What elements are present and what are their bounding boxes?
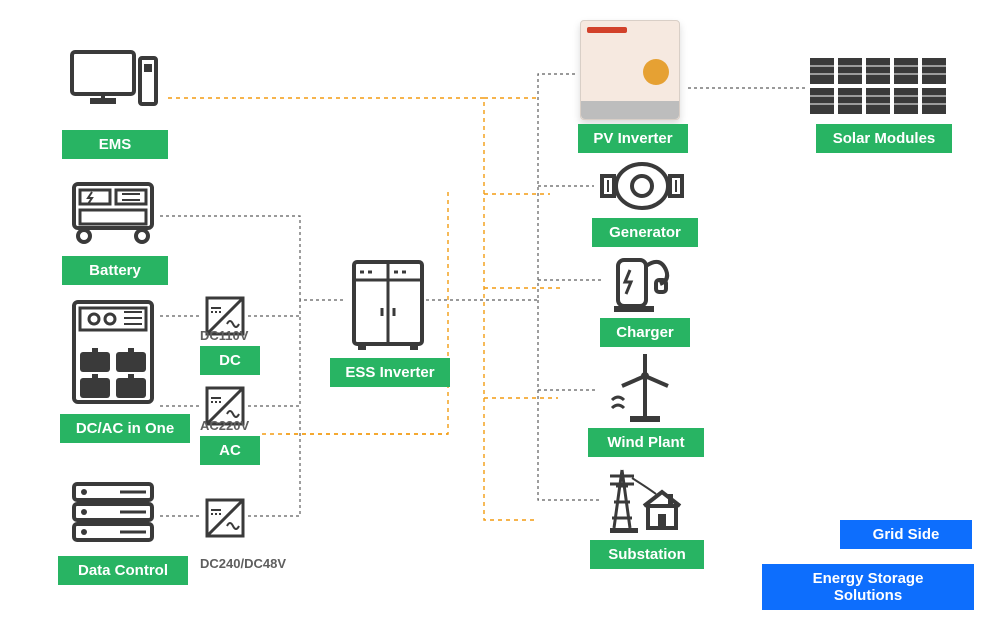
ac-above-text: AC220V	[200, 418, 249, 433]
cabinet-icon	[350, 258, 426, 352]
pv-inverter-label: PV Inverter	[578, 124, 688, 153]
substation-node	[608, 462, 686, 543]
converter-icon	[205, 498, 245, 538]
battery-label: Battery	[62, 256, 168, 285]
generator-node	[600, 158, 684, 219]
dc240-text: DC240/DC48V	[200, 556, 286, 571]
solar-modules-node	[810, 58, 960, 125]
grid-side-label: Grid Side	[840, 520, 972, 549]
charger-icon	[612, 252, 672, 314]
wind-icon	[608, 350, 682, 426]
dcac-one-node	[70, 298, 156, 406]
dcac-one-label: DC/AC in One	[60, 414, 190, 443]
pv-inverter-photo-icon	[580, 20, 680, 120]
solar-modules-label: Solar Modules	[816, 124, 952, 153]
dcac-box-icon	[70, 298, 156, 406]
pv-inverter-node	[580, 20, 680, 120]
data-control-label: Data Control	[58, 556, 188, 585]
energy-storage-solutions-label: Energy Storage Solutions	[762, 564, 974, 610]
wind-plant-label: Wind Plant	[588, 428, 704, 457]
dc-above-text: DC110V	[200, 328, 248, 343]
substation-label: Substation	[590, 540, 704, 569]
computer-icon	[70, 50, 160, 120]
generator-icon	[600, 158, 684, 214]
ems-label: EMS	[62, 130, 168, 159]
ess-inverter-node	[350, 258, 426, 352]
data-control-node	[70, 480, 156, 546]
charger-node	[612, 252, 672, 319]
ess-inverter-label: ESS Inverter	[330, 358, 450, 387]
charger-label: Charger	[600, 318, 690, 347]
dc240-converter-node	[205, 498, 245, 543]
server-icon	[70, 480, 156, 546]
solar-panels-icon	[810, 58, 960, 120]
battery-ups-icon	[70, 180, 156, 246]
dc-label: DC	[200, 346, 260, 375]
wind-plant-node	[608, 350, 682, 431]
generator-label: Generator	[592, 218, 698, 247]
battery-node	[70, 180, 156, 246]
ems-node	[70, 50, 160, 120]
ac-label: AC	[200, 436, 260, 465]
substation-icon	[608, 462, 686, 538]
